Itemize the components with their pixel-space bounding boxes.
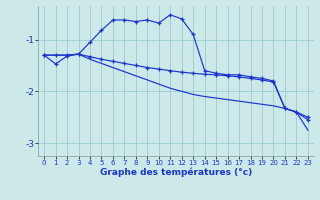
- X-axis label: Graphe des températures (°c): Graphe des températures (°c): [100, 168, 252, 177]
